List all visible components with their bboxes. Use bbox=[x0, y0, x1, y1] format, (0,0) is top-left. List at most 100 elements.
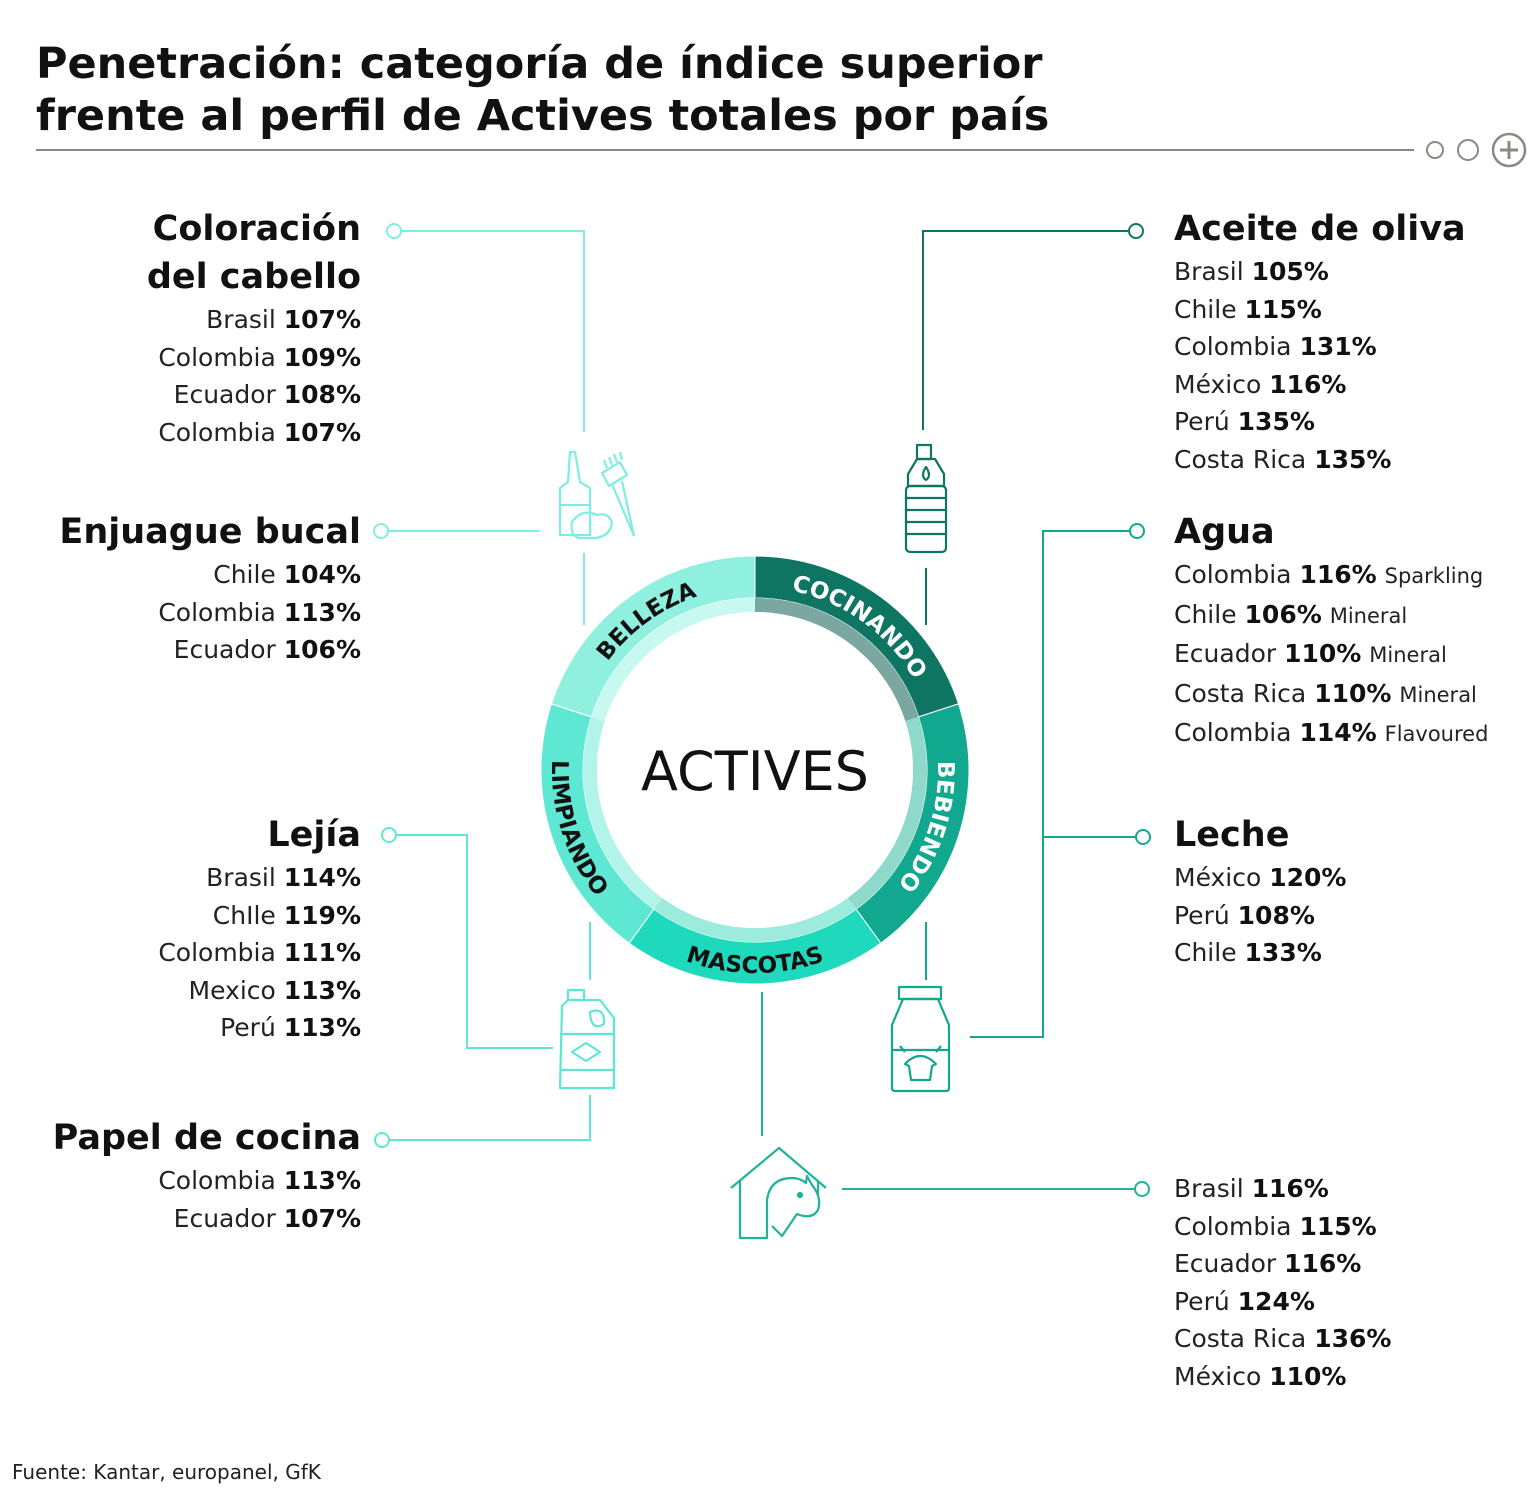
country-name: México bbox=[1174, 863, 1262, 892]
country-name: Costa Rica bbox=[1174, 444, 1307, 474]
category-agua: Agua Colombia 116% Sparkling Chile 106% M… bbox=[1174, 508, 1488, 754]
country-row: Chile 104% bbox=[59, 556, 361, 594]
type-note: Mineral bbox=[1369, 643, 1447, 667]
country-name: México bbox=[1174, 369, 1262, 399]
country-row: Costa Rica 136% bbox=[1174, 1320, 1391, 1358]
index-value: 107% bbox=[283, 1203, 361, 1233]
country-row: Colombia 114% Flavoured bbox=[1174, 714, 1488, 754]
ring-inner-white bbox=[597, 612, 913, 928]
country-name: Colombia bbox=[158, 597, 276, 627]
index-value: 116% bbox=[1299, 560, 1377, 589]
connector-agua bbox=[970, 530, 1130, 1038]
category-mascotas: Brasil 116% Colombia 115% Ecuador 116% Perú… bbox=[1174, 1170, 1391, 1395]
category-title: Agua bbox=[1174, 512, 1275, 552]
country-name: Colombia bbox=[158, 938, 276, 967]
country-row: Colombia 107% bbox=[147, 414, 361, 452]
page-title: Penetración: categoría de índice superio… bbox=[36, 38, 1136, 142]
index-value: 115% bbox=[1299, 1211, 1377, 1241]
category-enjuague: Enjuague bucal Chile 104% Colombia 113% Ec… bbox=[59, 508, 361, 669]
index-value: 113% bbox=[283, 1166, 361, 1195]
index-value: 120% bbox=[1269, 863, 1347, 892]
index-value: 106% bbox=[283, 635, 361, 664]
country-row: Ecuador 110% Mineral bbox=[1174, 635, 1488, 675]
country-row: Colombia 113% bbox=[53, 1162, 361, 1200]
country-name: Perú bbox=[1174, 1286, 1230, 1316]
country-row: Brasil 105% bbox=[1174, 253, 1466, 291]
country-name: México bbox=[1174, 1361, 1262, 1391]
country-row: Perú 124% bbox=[1174, 1283, 1391, 1321]
country-row: México 116% bbox=[1174, 366, 1466, 404]
country-name: ChIle bbox=[212, 900, 276, 930]
ring-inner-cocinando bbox=[755, 598, 919, 722]
category-title: Papel de cocina bbox=[52, 1118, 361, 1158]
index-value: 135% bbox=[1314, 444, 1392, 474]
index-value: 113% bbox=[283, 597, 361, 627]
country-row: Colombia 109% bbox=[147, 339, 361, 377]
country-name: Costa Rica bbox=[1174, 678, 1307, 708]
ring-inner-limpiando bbox=[582, 716, 663, 910]
country-name: Ecuador bbox=[1174, 1249, 1277, 1278]
country-name: Ecuador bbox=[1174, 639, 1277, 668]
country-row: Colombia 111% bbox=[158, 934, 361, 972]
bleach-bottle-icon bbox=[558, 988, 616, 1090]
country-name: Colombia bbox=[158, 417, 276, 447]
index-value: 110% bbox=[1314, 678, 1392, 708]
connector-aceite bbox=[922, 230, 1128, 430]
connectors-left bbox=[373, 223, 591, 1148]
category-leche: Leche México 120% Perú 108% Chile 133% bbox=[1174, 811, 1346, 972]
country-name: Perú bbox=[220, 1013, 276, 1042]
country-row: Colombia 113% bbox=[59, 594, 361, 632]
category-title: Leche bbox=[1174, 815, 1290, 855]
country-name: Ecuador bbox=[173, 1203, 276, 1233]
country-row: Brasil 114% bbox=[158, 859, 361, 897]
ring-inner-bebiendo bbox=[847, 716, 927, 910]
index-value: 116% bbox=[1251, 1174, 1329, 1203]
index-value: 110% bbox=[1284, 639, 1362, 668]
category-aceite: Aceite de oliva Brasil 105% Chile 115% Col… bbox=[1174, 205, 1466, 478]
country-row: Perú 108% bbox=[1174, 897, 1346, 935]
country-row: Ecuador 116% bbox=[1174, 1245, 1391, 1283]
circle-icon[interactable] bbox=[1426, 141, 1444, 159]
type-note: Flavoured bbox=[1384, 722, 1489, 746]
index-value: 136% bbox=[1314, 1324, 1392, 1353]
index-value: 107% bbox=[283, 305, 361, 334]
country-row: Mexico 113% bbox=[158, 972, 361, 1010]
title-line-2: frente al perfil de Actives totales por … bbox=[36, 91, 1050, 141]
index-value: 133% bbox=[1244, 938, 1322, 967]
country-row: Colombia 116% Sparkling bbox=[1174, 556, 1488, 596]
country-row: Brasil 116% bbox=[1174, 1170, 1391, 1208]
country-row: Costa Rica 135% bbox=[1174, 441, 1466, 479]
plus-icon[interactable] bbox=[1491, 132, 1527, 168]
index-value: 116% bbox=[1269, 369, 1347, 399]
country-row: Perú 135% bbox=[1174, 403, 1466, 441]
country-name: Perú bbox=[1174, 407, 1230, 436]
index-value: 109% bbox=[283, 342, 361, 372]
category-papel: Papel de cocina Colombia 113% Ecuador 107… bbox=[53, 1114, 361, 1237]
circle-icon[interactable] bbox=[1457, 139, 1479, 161]
country-name: Colombia bbox=[1174, 1211, 1292, 1241]
country-row: Ecuador 106% bbox=[59, 631, 361, 669]
index-value: 116% bbox=[1284, 1249, 1362, 1278]
country-name: Perú bbox=[1174, 900, 1230, 930]
country-row: Chile 115% bbox=[1174, 291, 1466, 329]
country-row: Ecuador 107% bbox=[53, 1200, 361, 1238]
country-name: Colombia bbox=[1174, 332, 1292, 361]
ring-inner-belleza bbox=[591, 598, 755, 722]
type-note: Mineral bbox=[1329, 603, 1408, 628]
category-lejia: Lejía Brasil 114% ChIle 119% Colombia 111%… bbox=[158, 811, 361, 1047]
country-name: Mexico bbox=[188, 975, 276, 1005]
category-title: del cabello bbox=[146, 257, 361, 297]
country-name: Brasil bbox=[206, 863, 276, 892]
hair-dye-icon bbox=[558, 450, 636, 540]
category-title: Enjuague bucal bbox=[59, 512, 361, 552]
source-note: Fuente: Kantar, europanel, GfK bbox=[12, 1460, 321, 1484]
index-value: 107% bbox=[283, 417, 361, 447]
country-row: Perú 113% bbox=[158, 1009, 361, 1047]
connector-papel bbox=[389, 1095, 591, 1141]
index-value: 105% bbox=[1251, 257, 1329, 286]
category-coloracion: Coloración del cabello Brasil 107% Colomb… bbox=[147, 205, 361, 451]
index-value: 110% bbox=[1269, 1361, 1347, 1391]
country-name: Brasil bbox=[1174, 1174, 1244, 1203]
country-row: Chile 106% Mineral bbox=[1174, 596, 1488, 636]
